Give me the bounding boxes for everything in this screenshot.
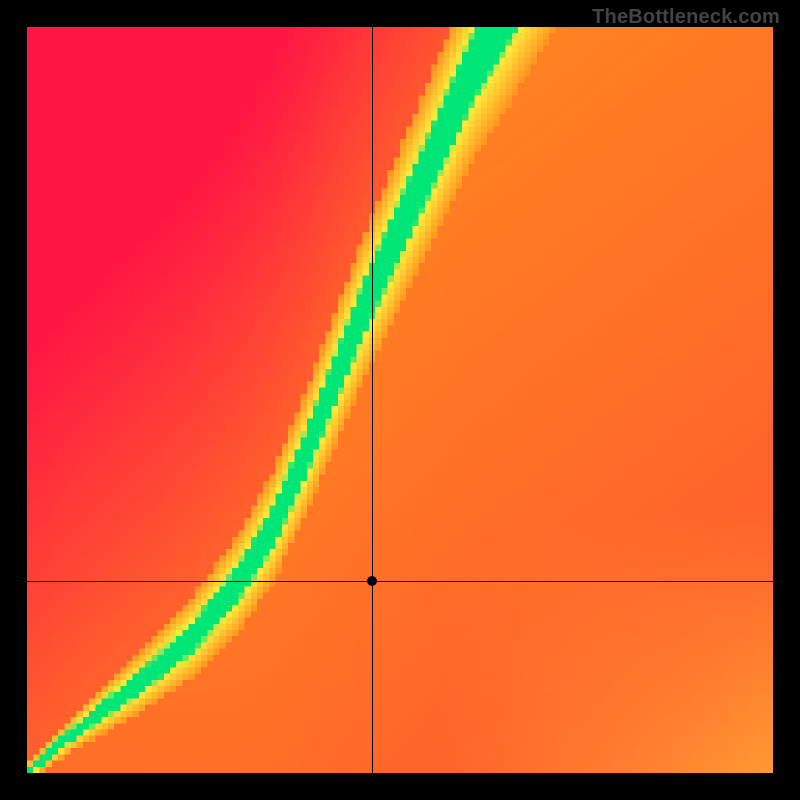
watermark-text: TheBottleneck.com xyxy=(592,6,780,29)
heatmap-plot xyxy=(27,27,773,773)
crosshair-vertical-line xyxy=(372,27,373,773)
crosshair-horizontal-line xyxy=(27,581,773,582)
crosshair-marker-dot xyxy=(367,576,377,586)
heatmap-canvas xyxy=(27,27,773,773)
